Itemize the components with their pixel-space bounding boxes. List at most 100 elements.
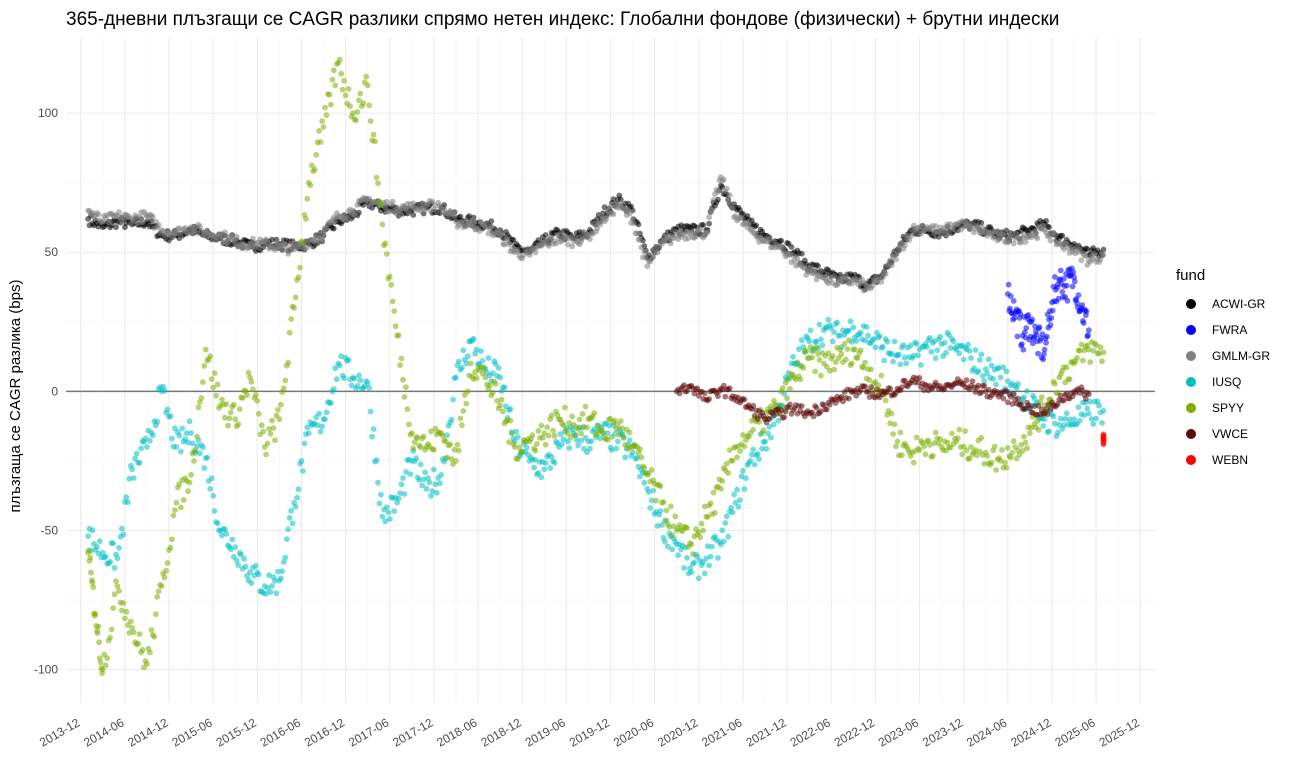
data-point-interp: [846, 395, 852, 402]
data-point: [423, 485, 430, 492]
data-point-interp: [594, 431, 601, 437]
data-point-interp: [303, 215, 309, 222]
data-point-interp: [750, 446, 757, 453]
data-point-interp: [554, 232, 561, 238]
data-point-interp: [731, 491, 737, 498]
data-point-interp: [1015, 395, 1021, 402]
legend-key: [1186, 429, 1196, 439]
data-point-interp: [154, 593, 161, 600]
data-point-interp: [937, 436, 943, 442]
data-point-interp: [344, 215, 350, 221]
data-point-interp: [893, 256, 899, 263]
data-point-interp: [120, 600, 127, 606]
data-point: [320, 229, 327, 236]
data-point-interp: [720, 538, 727, 545]
data-point-interp: [436, 480, 443, 487]
data-point-interp: [90, 584, 97, 590]
data-point-interp: [838, 394, 845, 400]
data-point-interp: [796, 346, 802, 353]
data-point-interp: [1004, 399, 1011, 406]
data-point-interp: [183, 430, 190, 437]
data-point-interp: [208, 376, 215, 382]
data-point-interp: [1025, 312, 1032, 318]
data-point-interp: [275, 568, 281, 575]
data-point-interp: [401, 394, 408, 400]
data-point-interp: [931, 338, 938, 344]
data-point-interp: [1009, 230, 1016, 237]
data-point-interp: [888, 262, 895, 269]
data-point-interp: [743, 475, 749, 482]
data-point-interp: [790, 252, 796, 259]
data-point-interp: [345, 357, 352, 363]
data-point-interp: [388, 281, 395, 288]
data-point-interp: [200, 444, 206, 451]
data-point-interp: [648, 497, 655, 504]
data-point-interp: [1015, 234, 1021, 241]
data-point-interp: [963, 377, 970, 383]
data-point-interp: [207, 485, 214, 492]
data-point-interp: [406, 421, 412, 428]
data-point-interp: [498, 396, 505, 403]
data-point-interp: [848, 280, 855, 287]
data-point: [1056, 421, 1063, 428]
data-point-interp: [191, 458, 197, 464]
data-point-interp: [562, 404, 568, 411]
data-point-interp: [460, 347, 467, 354]
data-point-interp: [326, 91, 333, 98]
data-point-interp: [844, 346, 851, 352]
data-point: [997, 374, 1004, 381]
data-point-interp: [897, 361, 904, 368]
data-point-interp: [260, 428, 267, 435]
data-point-interp: [825, 350, 832, 357]
data-point-interp: [819, 342, 826, 349]
data-point-interp: [857, 329, 864, 336]
data-point-interp: [579, 411, 586, 417]
data-point-interp: [706, 214, 712, 221]
data-point-interp: [372, 138, 378, 145]
data-point-interp: [375, 180, 381, 187]
data-point-interp: [264, 585, 271, 591]
data-point-interp: [279, 568, 286, 575]
data-point-interp: [466, 213, 473, 220]
data-point-interp: [288, 316, 295, 322]
data-point-interp: [506, 439, 512, 445]
data-point-interp: [486, 382, 493, 389]
data-point-interp: [719, 527, 726, 534]
data-point-interp: [745, 433, 752, 440]
data-point-interp: [363, 73, 370, 80]
data-point-interp: [149, 432, 156, 439]
data-point-interp: [729, 509, 736, 516]
data-point-interp: [501, 241, 508, 248]
data-point-interp: [969, 220, 976, 227]
data-point-interp: [457, 415, 464, 422]
data-point-interp: [542, 232, 549, 238]
data-point-interp: [966, 348, 973, 354]
data-point-interp: [715, 483, 721, 490]
data-point-interp: [564, 438, 571, 445]
data-point-interp: [85, 547, 92, 554]
data-point-interp: [328, 101, 334, 108]
data-point-interp: [1088, 416, 1095, 422]
data-point-interp: [569, 413, 576, 420]
data-point-interp: [133, 450, 140, 457]
data-point-interp: [149, 214, 156, 220]
data-point-interp: [382, 518, 389, 525]
data-point-interp: [921, 443, 927, 450]
data-point-interp: [255, 245, 262, 251]
data-point-interp: [685, 570, 692, 577]
data-point-interp: [456, 358, 462, 365]
data-point-interp: [994, 389, 1001, 395]
data-point-interp: [831, 366, 838, 373]
data-point-interp: [250, 386, 256, 393]
data-point-interp: [741, 486, 748, 492]
data-point-interp: [489, 370, 496, 377]
data-point-interp: [1031, 395, 1038, 402]
data-point-interp: [304, 244, 311, 251]
data-point-interp: [95, 211, 102, 218]
data-point-interp: [863, 324, 870, 330]
data-point-interp: [407, 471, 414, 477]
data-point-interp: [167, 413, 174, 419]
data-point-interp: [488, 218, 495, 225]
data-point-interp: [959, 451, 966, 458]
data-point-interp: [285, 526, 292, 533]
